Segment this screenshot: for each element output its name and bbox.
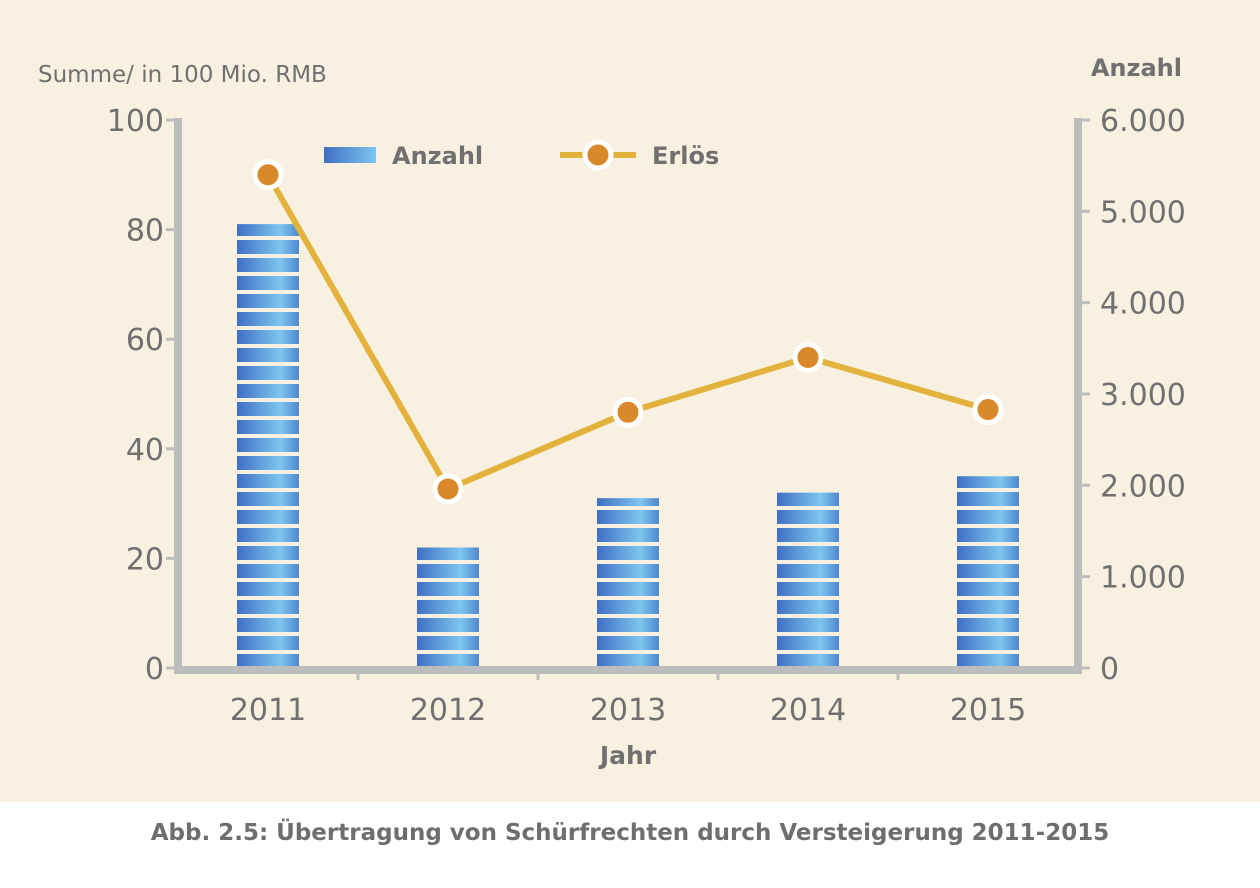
- chart-panel: 0 20 40 60 80 100 0 1.000 2.000 3.000 4.000 5.000 6.…: [0, 0, 1260, 802]
- erloes-point-2013: [612, 396, 644, 428]
- x-tick-label: 2012: [410, 693, 486, 728]
- right-tick-label: 1.000: [1100, 561, 1186, 596]
- legend-anzahl-swatch: [324, 147, 376, 163]
- axes-layer: [166, 118, 1090, 680]
- right-tick-label: 6.000: [1100, 104, 1186, 139]
- left-tick-label: 80: [126, 214, 164, 249]
- figure-caption: Abb. 2.5: Übertragung von Schürfrechten …: [150, 820, 1110, 846]
- erloes-point-2014: [792, 341, 824, 373]
- left-tick-label: 100: [107, 104, 164, 139]
- x-tick-label: 2013: [590, 693, 666, 728]
- bars-layer: [237, 224, 1019, 668]
- erloes-point-2011: [252, 159, 284, 191]
- legend-erloes-label: Erlös: [652, 142, 719, 170]
- legend-layer: Anzahl Erlös: [324, 139, 719, 171]
- erloes-point-2012: [432, 473, 464, 505]
- labels-layer: 0 20 40 60 80 100 0 1.000 2.000 3.000 4.000 5.000 6.…: [38, 54, 1186, 770]
- bar-2013: [597, 498, 659, 668]
- bar-2015: [957, 476, 1019, 668]
- right-axis-title: Anzahl: [1091, 54, 1182, 82]
- bar-2011: [237, 224, 299, 668]
- legend-anzahl-label: Anzahl: [392, 142, 483, 170]
- x-axis-title: Jahr: [598, 741, 657, 770]
- right-tick-label: 2.000: [1100, 469, 1186, 504]
- right-tick-label: 3.000: [1100, 378, 1186, 413]
- legend-erloes-marker: [582, 139, 614, 171]
- x-tick-label: 2011: [230, 693, 306, 728]
- bar-2012: [417, 547, 479, 668]
- bar-2014: [777, 492, 839, 668]
- x-tick-label: 2014: [770, 693, 846, 728]
- left-tick-label: 60: [126, 323, 164, 358]
- erloes-line: [265, 173, 989, 492]
- erloes-point-2015: [972, 394, 1004, 426]
- x-tick-label: 2015: [950, 693, 1026, 728]
- line-layer: [252, 159, 1004, 505]
- left-tick-label: 20: [126, 542, 164, 577]
- left-axis-title: Summe/ in 100 Mio. RMB: [38, 62, 327, 88]
- right-tick-label: 0: [1100, 652, 1119, 687]
- chart-svg: 0 20 40 60 80 100 0 1.000 2.000 3.000 4.000 5.000 6.…: [38, 54, 1186, 770]
- right-tick-label: 4.000: [1100, 287, 1186, 322]
- left-tick-label: 0: [145, 652, 164, 687]
- left-tick-label: 40: [126, 433, 164, 468]
- right-tick-label: 5.000: [1100, 195, 1186, 230]
